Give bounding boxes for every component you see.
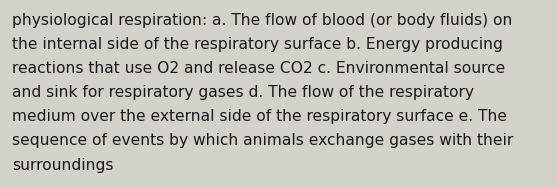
Text: surroundings: surroundings bbox=[12, 158, 114, 173]
Text: sequence of events by which animals exchange gases with their: sequence of events by which animals exch… bbox=[12, 133, 513, 149]
Text: medium over the external side of the respiratory surface e. The: medium over the external side of the res… bbox=[12, 109, 507, 124]
Text: reactions that use O2 and release CO2 c. Environmental source: reactions that use O2 and release CO2 c.… bbox=[12, 61, 506, 76]
Text: physiological respiration: a. The flow of blood (or body fluids) on: physiological respiration: a. The flow o… bbox=[12, 13, 513, 28]
Text: the internal side of the respiratory surface b. Energy producing: the internal side of the respiratory sur… bbox=[12, 37, 503, 52]
Text: and sink for respiratory gases d. The flow of the respiratory: and sink for respiratory gases d. The fl… bbox=[12, 85, 474, 100]
